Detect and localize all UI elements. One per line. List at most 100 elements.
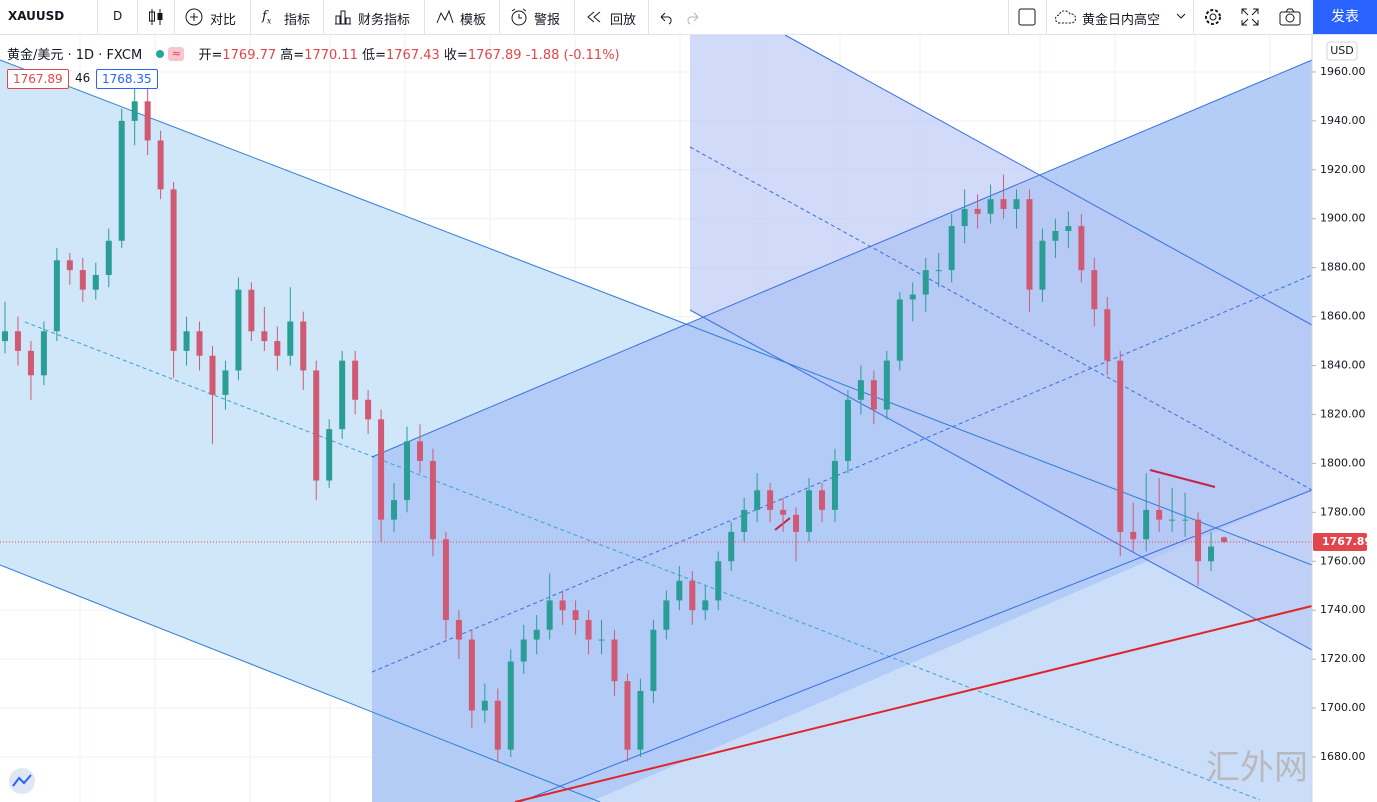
candle-body [909, 294, 916, 300]
spread: 46 [75, 71, 91, 85]
layout-square[interactable] [1018, 8, 1036, 26]
candle-body [663, 600, 670, 630]
ohlc-label: 开= [198, 48, 223, 63]
y-tick-label: 1920.00 [1320, 163, 1366, 176]
compare-icon[interactable] [185, 8, 203, 26]
candle-body [1039, 240, 1046, 290]
candle-body [131, 101, 138, 121]
y-tick-label: 1840.00 [1320, 359, 1366, 372]
candle-body [92, 275, 99, 290]
toolbar-item[interactable]: 对比 [210, 13, 237, 28]
y-tick-label: 1940.00 [1320, 114, 1366, 127]
candle-icon[interactable] [147, 7, 165, 27]
candle-body [702, 600, 709, 611]
candle-body [274, 341, 281, 356]
fx-icon[interactable]: fx [262, 9, 272, 26]
ohlc-label: 高= [280, 48, 305, 63]
candle-body [546, 600, 553, 630]
candle-body [650, 629, 657, 691]
y-tick-label: 1820.00 [1320, 407, 1366, 420]
candle-body [896, 299, 903, 361]
candle-body [844, 399, 851, 461]
undo-redo[interactable] [657, 9, 702, 25]
bid-box[interactable]: 1767.89 [7, 69, 69, 89]
desc-channel [690, 35, 1312, 650]
settings-icon[interactable] [1202, 6, 1224, 28]
candle-body [780, 509, 787, 515]
candle-body [818, 490, 825, 510]
status-icons[interactable]: ≈ [152, 46, 186, 62]
drawings [0, 34, 1313, 802]
toolbar-item[interactable]: 财务指标 [358, 13, 411, 28]
candle-body [961, 208, 968, 227]
candle-body [676, 580, 683, 601]
finance-icon[interactable] [334, 9, 352, 25]
trend-line [514, 605, 1313, 802]
symbol[interactable]: XAUUSD [8, 9, 65, 23]
candle-body [598, 639, 605, 641]
candle-body [1169, 519, 1176, 521]
candle-body [754, 490, 761, 510]
toolbar-item[interactable]: 模板 [460, 13, 487, 28]
trend-line-small [774, 517, 791, 531]
candle-body [831, 460, 838, 510]
candle-body [728, 531, 735, 562]
candle-body [1000, 199, 1007, 209]
publish-button[interactable]: 发表 [1313, 0, 1377, 34]
candle-body [1091, 270, 1098, 310]
toolbar-item[interactable]: 指标 [284, 13, 311, 28]
candle-body [196, 331, 203, 356]
watermark: 汇外网 [1206, 748, 1308, 788]
candle-body [987, 199, 994, 214]
toolbar-item[interactable]: 警报 [534, 13, 561, 28]
cloud-icon[interactable] [1054, 9, 1078, 25]
candle-body [611, 639, 618, 682]
ask-box[interactable]: 1768.35 [96, 69, 158, 89]
candle-body [1156, 509, 1163, 520]
candle-body [507, 661, 514, 750]
candle-body [1117, 360, 1124, 532]
layout-name[interactable]: 黄金日内高空 [1082, 13, 1161, 28]
y-tick-label: 1880.00 [1320, 261, 1366, 274]
candle-body [118, 120, 125, 241]
y-tick-label: 1780.00 [1320, 505, 1366, 518]
candle-body [857, 380, 864, 400]
y-tick-label: 1760.00 [1320, 554, 1366, 567]
toolbar-item[interactable]: 回放 [610, 13, 637, 28]
ohlc-value: 1769.77 [222, 48, 277, 63]
currency: USD [1330, 44, 1354, 57]
candle-body [27, 350, 34, 376]
candle-body [948, 226, 955, 271]
candle-body [468, 639, 475, 711]
candle-body [40, 331, 47, 376]
y-tick-label: 1900.00 [1320, 212, 1366, 225]
change: -1.88 [525, 48, 560, 63]
candle-body [1195, 519, 1202, 562]
template-icon[interactable] [436, 9, 454, 25]
candle-body [429, 460, 436, 540]
candle-body [689, 580, 696, 611]
candle-body [1182, 519, 1189, 521]
candle-body [520, 639, 527, 662]
chevron[interactable] [1176, 12, 1186, 20]
candle-body [585, 619, 592, 640]
alert-icon[interactable] [509, 7, 529, 27]
candle-body [624, 681, 631, 750]
candle-body [365, 399, 372, 420]
replay-icon[interactable] [586, 10, 602, 24]
interval[interactable]: D [113, 9, 123, 23]
candle-body [235, 289, 242, 371]
candle-body [1065, 226, 1072, 231]
candle-body [391, 500, 398, 520]
candle-body [1078, 226, 1085, 271]
y-tick-label: 1720.00 [1320, 652, 1366, 665]
candle-body [157, 140, 164, 190]
channel-lines [0, 34, 1313, 802]
fullscreen-icon[interactable] [1241, 8, 1259, 26]
camera-icon[interactable] [1279, 7, 1301, 27]
currency-box [1326, 41, 1358, 61]
candle-body [300, 321, 307, 371]
candle-body [767, 490, 774, 510]
candle-body [404, 441, 411, 501]
